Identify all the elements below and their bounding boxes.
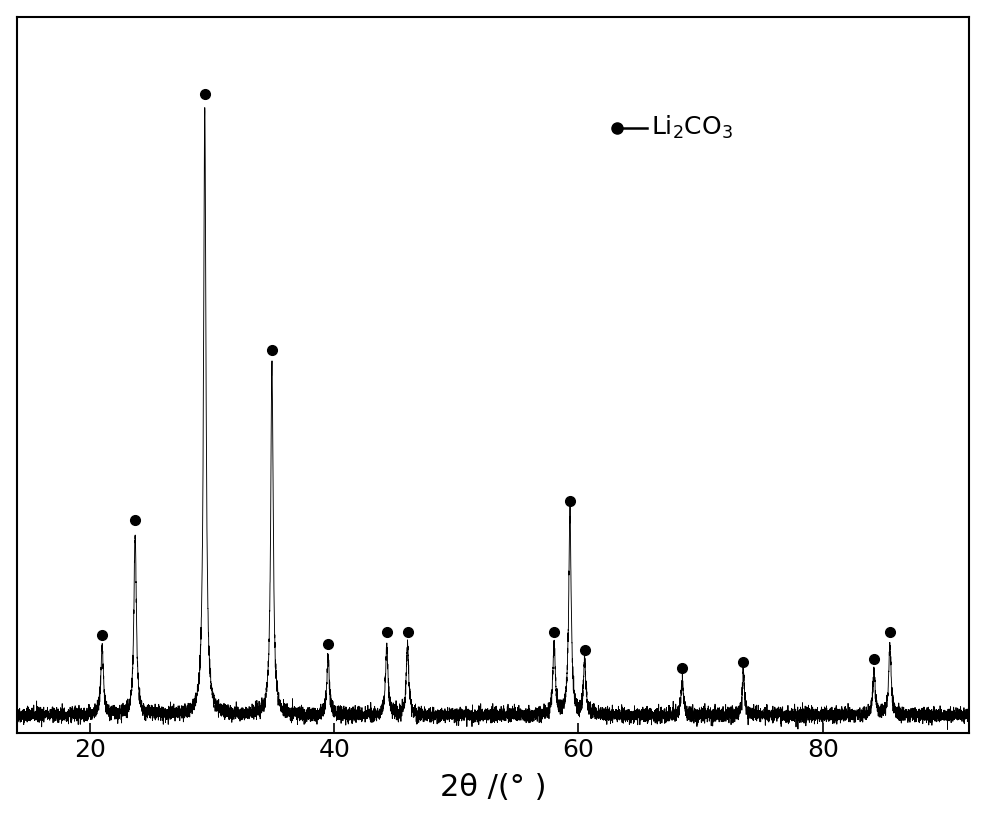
- Text: $\mathregular{Li_2CO_3}$: $\mathregular{Li_2CO_3}$: [651, 114, 734, 142]
- X-axis label: 2θ /(° ): 2θ /(° ): [440, 773, 546, 803]
